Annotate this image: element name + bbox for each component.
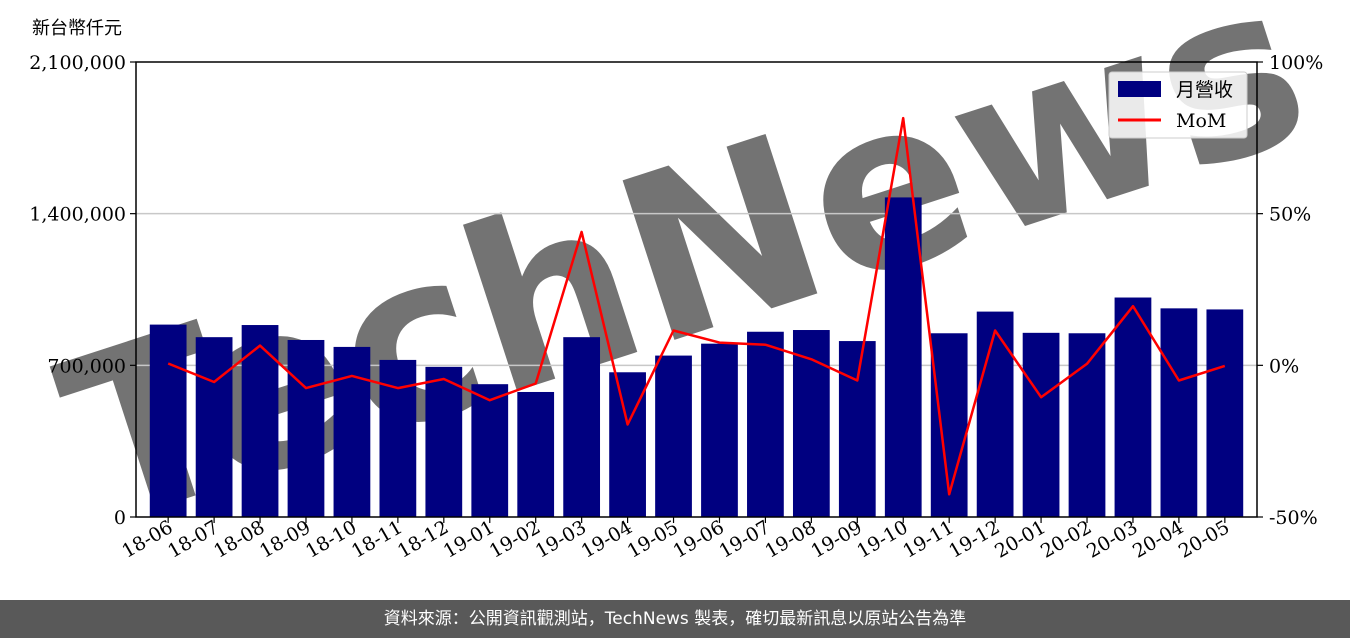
left-tick-label: 0	[114, 507, 126, 529]
right-tick-label: 50%	[1269, 204, 1311, 226]
bar-18-07	[195, 337, 233, 517]
bar-18-12	[425, 366, 463, 517]
chart-area: TechNews 0 700,000 1,400,000 2,100,000 -50% 0…	[29, 0, 1335, 579]
bar-19-05	[655, 355, 692, 517]
bar-18-06	[149, 324, 187, 517]
x-tick-label: 18-10	[302, 516, 360, 562]
bar-19-10	[884, 197, 922, 517]
bar-19-06	[701, 343, 738, 517]
plot-frame	[135, 61, 1258, 518]
x-tick-label: 20-01	[991, 516, 1049, 562]
x-tick-label: 18-11	[348, 516, 406, 562]
right-tick-label: 100%	[1269, 52, 1323, 74]
bar-19-08	[792, 330, 830, 517]
revenue-mom-chart: TechNews 0700,0001,400,0002,100,000-50%0…	[29, 0, 1335, 579]
x-tick-label: 19-10	[853, 516, 911, 562]
x-tick-label: 19-01	[440, 516, 498, 562]
bar-19-04	[609, 372, 646, 517]
mom-line	[167, 116, 1226, 496]
x-tick-label: 19-07	[715, 516, 773, 562]
bar-series	[149, 197, 1244, 517]
bar-19-02	[517, 391, 555, 517]
right-tick-label: -50%	[1269, 507, 1318, 529]
bar-20-01	[1022, 332, 1060, 517]
mom-line-series	[167, 116, 1226, 496]
source-footer: 資料來源：公開資訊觀測站，TechNews 製表，確切最新訊息以原站公告為準	[0, 600, 1350, 638]
bar-20-03	[1114, 297, 1152, 517]
bar-20-04	[1160, 308, 1198, 517]
x-tick-label: 19-02	[486, 516, 544, 562]
x-tick-label: 19-04	[578, 516, 636, 562]
bar-19-12	[976, 311, 1014, 517]
bar-18-10	[333, 346, 371, 517]
bar-20-02	[1068, 333, 1106, 517]
bar-18-09	[287, 339, 325, 517]
bar-19-07	[747, 331, 784, 517]
x-tick-label: 19-12	[945, 516, 1003, 562]
right-tick-label: 0%	[1269, 355, 1299, 377]
x-tick-label: 19-09	[807, 516, 865, 562]
x-tick-label: 19-08	[761, 516, 819, 562]
x-tick-label: 19-06	[670, 516, 728, 562]
x-tick-label: 19-05	[624, 516, 682, 562]
bar-18-08	[241, 325, 279, 517]
legend: 月營收 MoM	[1108, 71, 1248, 139]
bar-19-03	[563, 337, 601, 517]
legend-label-bar: 月營收	[1176, 79, 1233, 101]
left-tick-label: 700,000	[47, 355, 126, 377]
x-tick-label: 20-04	[1129, 516, 1187, 562]
legend-label-line: MoM	[1176, 110, 1226, 132]
left-tick-label: 1,400,000	[29, 204, 126, 226]
x-tick-label: 19-11	[899, 516, 957, 562]
x-tick-label: 18-12	[394, 516, 452, 562]
x-tick-label: 20-05	[1175, 516, 1233, 562]
x-tick-label: 20-03	[1083, 516, 1141, 562]
x-tick-label: 20-02	[1037, 516, 1095, 562]
x-tick-label: 19-03	[532, 516, 590, 562]
left-tick-label: 2,100,000	[29, 52, 126, 74]
bar-19-09	[838, 341, 876, 517]
unit-label: 新台幣仟元	[32, 18, 122, 39]
bar-19-01	[471, 384, 509, 517]
legend-swatch-bar	[1118, 81, 1161, 97]
bar-20-05	[1206, 309, 1244, 517]
